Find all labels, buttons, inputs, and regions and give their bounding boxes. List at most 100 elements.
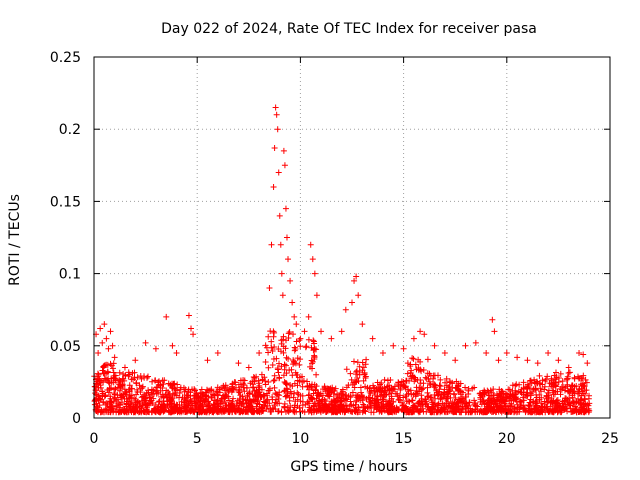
noise-point [149,378,156,385]
noise-point [403,392,410,399]
noise-point [373,404,380,411]
noise-point [167,400,174,407]
noise-point [497,402,504,409]
noise-point [347,370,354,377]
noise-point [280,336,287,343]
noise-point [410,355,417,362]
noise-point [536,372,543,379]
data-point [287,277,294,284]
noise-point [286,397,293,404]
noise-point [354,359,361,366]
noise-point [237,377,244,384]
noise-point [417,358,424,365]
noise-point [523,393,530,400]
noise-point [520,379,527,386]
noise-point [109,365,116,372]
data-point [311,270,318,277]
noise-point [126,371,133,378]
noise-point [291,347,298,354]
noise-point [362,405,369,412]
noise-point [494,396,501,403]
data-point [417,328,424,335]
noise-point [412,361,419,368]
data-point [285,256,292,263]
noise-point [111,391,118,398]
noise-point [274,366,281,373]
data-point [489,316,496,323]
noise-point [538,394,545,401]
noise-point [221,385,228,392]
noise-point [431,392,438,399]
data-point [283,234,290,241]
data-point [152,345,159,352]
noise-point [180,407,187,414]
noise-point [108,362,115,369]
noise-point [532,406,539,413]
noise-point [453,378,460,385]
noise-point [472,402,479,409]
noise-point [260,402,267,409]
x-axis-label: GPS time / hours [290,459,407,475]
noise-point [122,372,129,379]
noise-point [556,403,563,410]
data-point [576,350,583,357]
noise-point [531,376,538,383]
noise-point [498,405,505,412]
data-point [279,292,286,299]
noise-point [347,398,354,405]
noise-point [293,338,300,345]
noise-point [322,408,329,415]
noise-point [441,405,448,412]
noise-point [294,355,301,362]
noise-point [526,377,533,384]
noise-point [530,386,537,393]
noise-point [443,375,450,382]
noise-point [466,399,473,406]
noise-point [282,380,289,387]
noise-point [387,402,394,409]
noise-point [291,359,298,366]
noise-point [272,406,279,413]
data-point [97,325,104,332]
noise-point [438,394,445,401]
noise-point [422,374,429,381]
noise-point [263,405,270,412]
noise-point [477,398,484,405]
noise-point [104,401,111,408]
noise-point [426,370,433,377]
noise-point [366,385,373,392]
noise-point [280,372,287,379]
noise-point [101,362,108,369]
noise-point [230,395,237,402]
noise-point [449,385,456,392]
x-tick-label: 25 [601,431,619,447]
data-point [163,313,170,320]
data-point [204,357,211,364]
x-tick-label: 15 [395,431,413,447]
noise-point [381,384,388,391]
noise-point [381,376,388,383]
noise-point [428,394,435,401]
noise-point [471,384,478,391]
noise-point [353,367,360,374]
noise-point [240,408,247,415]
noise-point [300,377,307,384]
noise-point [238,400,245,407]
data-points [91,104,593,416]
noise-point [155,379,162,386]
noise-point [112,385,119,392]
noise-point [294,382,301,389]
noise-point [227,403,234,410]
noise-point [245,406,252,413]
noise-point [114,392,121,399]
data-point [272,104,279,111]
noise-point [353,397,360,404]
noise-point [557,409,564,416]
data-point [109,342,116,349]
noise-point [104,377,111,384]
noise-point [310,347,317,354]
noise-point [549,400,556,407]
noise-point [333,409,340,416]
noise-point [441,391,448,398]
noise-point [203,386,210,393]
